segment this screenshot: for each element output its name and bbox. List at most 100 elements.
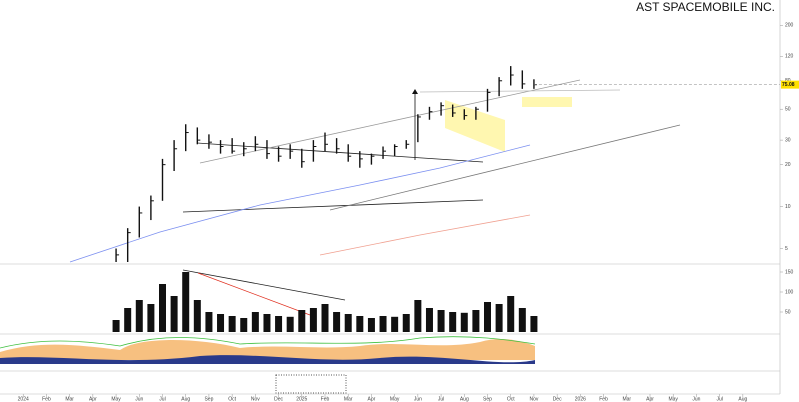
x-tick-label: 2026	[575, 396, 586, 402]
x-tick-label: Mar	[622, 396, 631, 402]
indicator-area	[0, 339, 535, 360]
volume-bar	[263, 314, 271, 332]
x-tick-label: Nov	[251, 396, 260, 402]
x-tick-label: Oct	[507, 396, 515, 402]
volume-bar	[367, 318, 375, 332]
volume-bar	[437, 310, 445, 332]
volume-bar	[147, 304, 155, 332]
volume-bar	[182, 272, 190, 332]
volume-tick-label: 50	[785, 309, 791, 315]
volume-bar	[402, 314, 410, 332]
trendline	[196, 142, 484, 163]
volume-bar	[495, 304, 503, 332]
volume-bar	[170, 296, 178, 332]
x-tick-label: Jul	[438, 396, 444, 402]
x-tick-label: Feb	[599, 396, 608, 402]
volume-tick-label: 150	[785, 269, 794, 275]
x-tick-label: Apr	[368, 396, 376, 402]
level-line	[419, 89, 621, 93]
chart-title: AST SPACEMOBILE INC.	[636, 0, 775, 14]
x-tick-label: Jun	[692, 396, 700, 402]
indicator-line	[0, 336, 536, 349]
volume-bar	[460, 312, 468, 332]
volume-bar	[112, 320, 120, 332]
y-tick-label: 120	[785, 54, 794, 60]
x-tick-label: Feb	[42, 396, 51, 402]
volume-bar	[286, 316, 294, 332]
volume-bar	[518, 308, 526, 332]
y-tick-label: 5	[785, 246, 788, 252]
volume-bar	[193, 300, 201, 332]
x-tick-label: Aug	[181, 396, 190, 402]
x-tick-label: Apr	[646, 396, 654, 402]
volume-bar	[298, 310, 306, 332]
last-price-label: 75.08	[782, 82, 795, 88]
volume-bar	[530, 316, 538, 332]
x-tick-label: Dec	[274, 396, 283, 402]
volume-bar	[228, 316, 236, 332]
x-tick-label: Sep	[483, 396, 492, 402]
volume-trendline	[182, 269, 346, 301]
volume-bar	[275, 316, 283, 332]
x-tick-label: Nov	[529, 396, 538, 402]
indicator-area	[0, 355, 535, 364]
annotations	[69, 79, 681, 316]
volume-bar	[356, 316, 364, 332]
x-tick-label: Oct	[228, 396, 236, 402]
moving-average	[69, 144, 531, 263]
volume-bar	[379, 316, 387, 332]
y-tick-label: 50	[785, 107, 791, 113]
volume-bar	[507, 296, 515, 332]
x-tick-label: May	[668, 396, 678, 402]
volume-bar	[333, 312, 341, 332]
volume-bar	[321, 304, 329, 332]
x-tick-label: Jun	[135, 396, 143, 402]
x-tick-label: Mar	[65, 396, 74, 402]
x-tick-label: Aug	[460, 396, 469, 402]
x-tick-label: Jun	[414, 396, 422, 402]
volume-bar	[205, 312, 213, 332]
volume-bar	[484, 302, 491, 332]
y-tick-label: 20	[785, 162, 791, 168]
volume-bar	[425, 308, 433, 332]
volume-bar	[414, 300, 422, 332]
price-bars	[115, 66, 537, 262]
indicator-block	[275, 374, 347, 394]
x-tick-label: Aug	[738, 396, 747, 402]
volume-trendline	[197, 272, 311, 316]
volume-bar	[159, 284, 166, 332]
y-tick-label: 200	[785, 23, 794, 29]
x-tick-label: Sep	[204, 396, 213, 402]
x-tick-label: Jul	[716, 396, 722, 402]
x-tick-label: May	[390, 396, 400, 402]
volume-bar	[391, 316, 399, 332]
volume-bar	[309, 308, 317, 332]
x-tick-label: 2024	[18, 396, 29, 402]
moving-average	[319, 214, 531, 256]
volume-bar	[251, 312, 259, 332]
y-tick-label: 10	[785, 204, 791, 210]
volume-bar	[472, 310, 480, 332]
volume-bar	[217, 314, 225, 332]
volume-bar	[344, 314, 352, 332]
trendline	[182, 199, 484, 213]
arrow-head	[412, 89, 418, 94]
x-tick-label: Apr	[89, 396, 97, 402]
trendline	[329, 124, 681, 211]
x-tick-label: Jul	[159, 396, 165, 402]
trendline	[199, 79, 581, 164]
volume-bar	[124, 308, 132, 332]
x-tick-label: 2025	[296, 396, 307, 402]
volume-bar	[240, 318, 248, 332]
volume-bar	[449, 312, 457, 332]
x-tick-label: May	[111, 396, 121, 402]
x-tick-label: Feb	[321, 396, 330, 402]
y-tick-label: 30	[785, 137, 791, 143]
last-price-box	[781, 80, 799, 89]
volume-bar	[135, 300, 143, 332]
price-zone	[522, 97, 572, 107]
volume-tick-label: 100	[785, 289, 794, 295]
x-tick-label: Mar	[344, 396, 353, 402]
